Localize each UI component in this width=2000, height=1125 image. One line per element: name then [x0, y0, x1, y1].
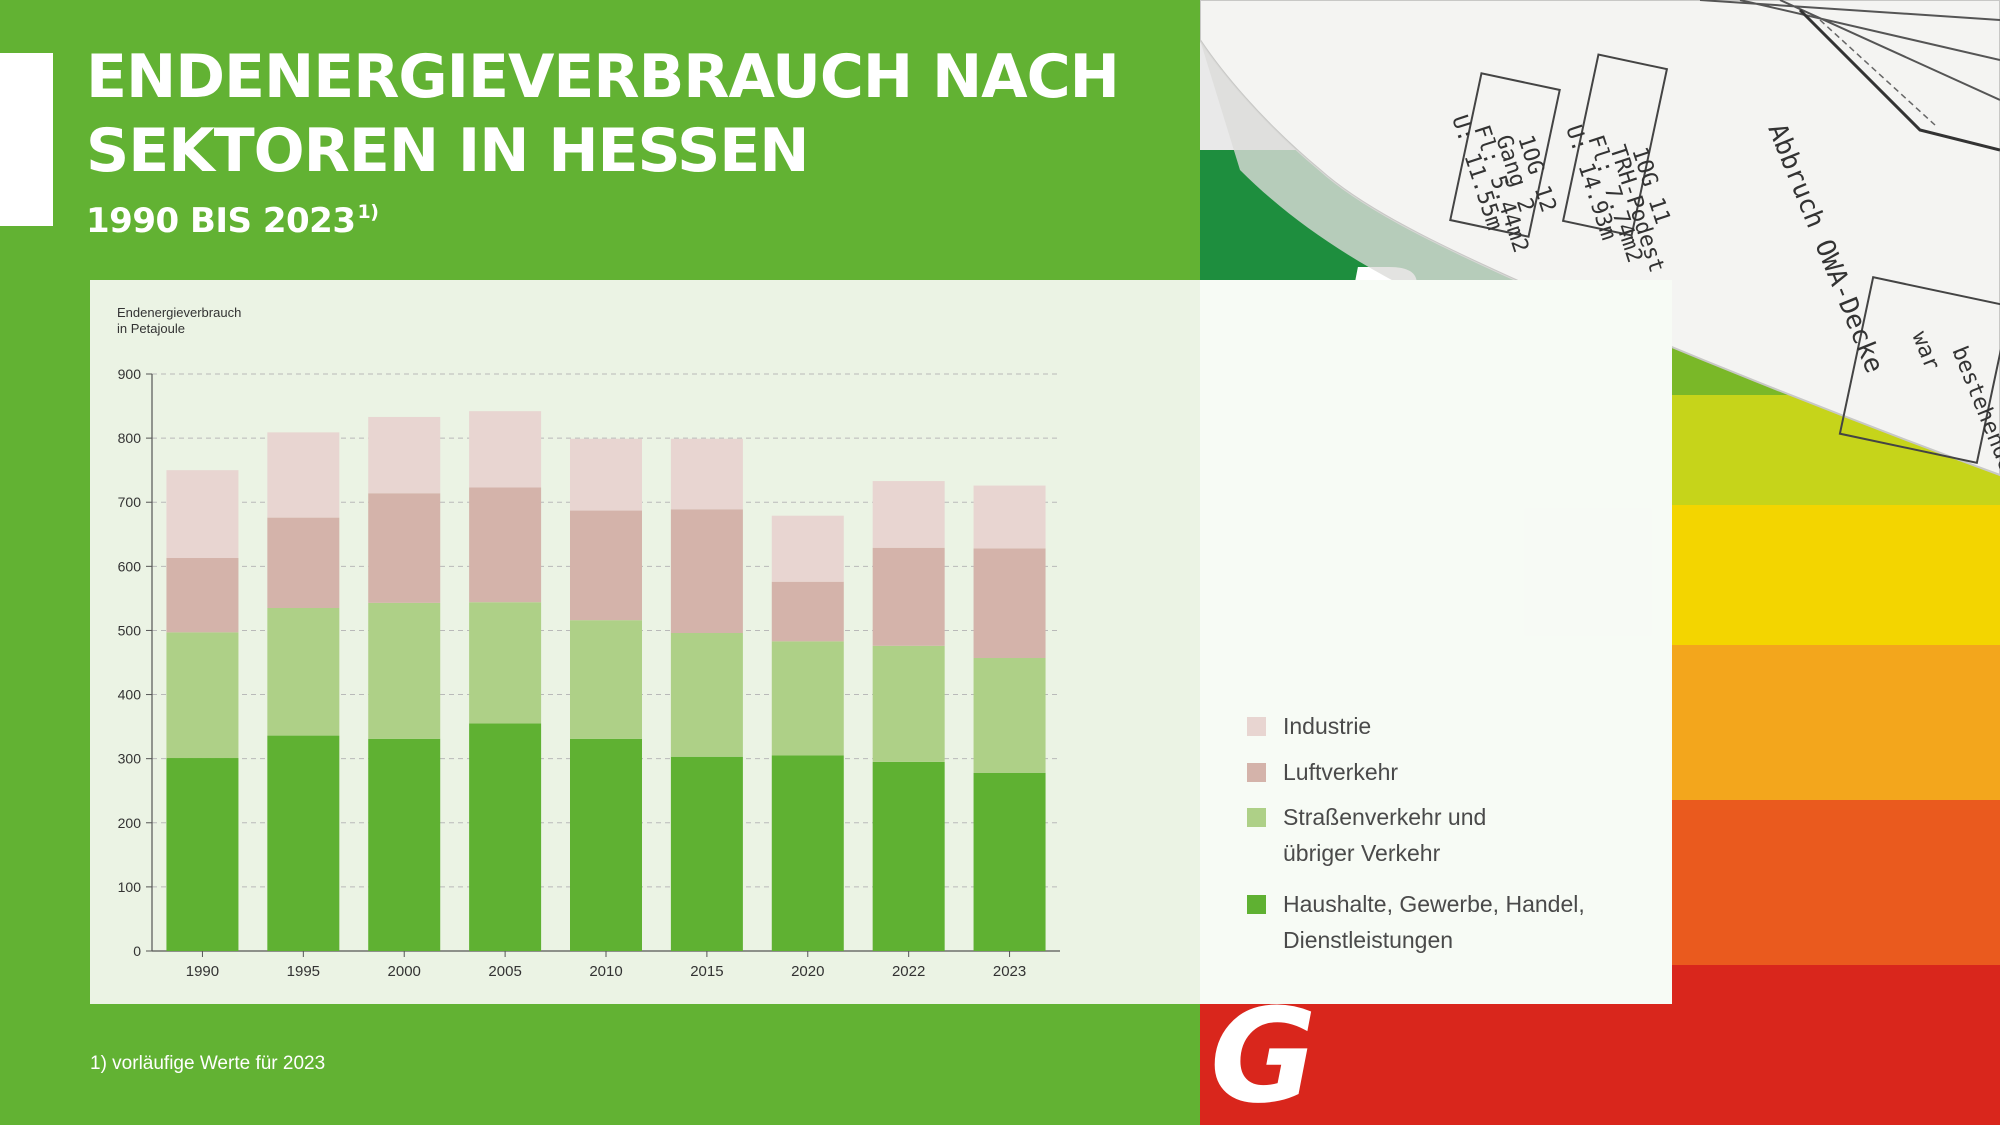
legend-swatch [1247, 895, 1266, 914]
bar-2010-series-4 [570, 438, 642, 511]
bar-2005-series-2 [469, 602, 542, 724]
bar-2022-series-1 [872, 761, 945, 951]
bar-2023-series-4 [973, 485, 1046, 549]
y-tick-label-500: 500 [118, 622, 142, 638]
x-tick-label-2010: 2010 [589, 963, 622, 980]
x-tick-label-2005: 2005 [488, 963, 521, 980]
legend-label: Straßenverkehr und übriger Verkehr [1283, 804, 1487, 866]
bar-2005-series-3 [469, 487, 542, 603]
title-line-1: ENDENERGIEVERBRAUCH NACH [86, 42, 1120, 112]
bar-1990-series-3 [166, 557, 239, 633]
bar-2010-series-1 [570, 738, 642, 951]
page-subtitle: 1990 BIS 2023 1) [86, 190, 379, 243]
x-tick-label-1995: 1995 [287, 963, 320, 980]
chart-card: Endenergieverbrauch in Petajoule 0 100 200… [90, 280, 1672, 1004]
legend-swatch [1247, 717, 1266, 736]
y-tick-label-300: 300 [118, 751, 142, 767]
y-tick-label-800: 800 [118, 430, 142, 446]
bar-2023-series-2 [973, 658, 1046, 773]
energy-letter-g: G [1210, 980, 1317, 1125]
stacked-bar-chart: 0 100 200 300 400 500 600 700 800 900 1990 1995 2000… [118, 366, 1060, 980]
bar-1995-series-4 [267, 432, 340, 518]
y-tick-label-200: 200 [118, 815, 142, 831]
bar-1990-series-4 [166, 470, 239, 558]
bar-2000-series-2 [368, 602, 441, 739]
subtitle-footnote-mark: 1) [357, 201, 379, 223]
white-accent-tab [0, 53, 53, 226]
bar-2020-series-3 [771, 581, 844, 642]
x-tick-label-2015: 2015 [690, 963, 723, 980]
bar-1990-series-2 [166, 632, 239, 759]
x-tick-label-2000: 2000 [388, 963, 421, 980]
bar-2022-series-4 [872, 481, 945, 548]
bar-2022-series-3 [872, 547, 945, 646]
legend-label: Haushalte, Gewerbe, Handel, Dienstleistun… [1283, 891, 1585, 953]
y-tick-label-700: 700 [118, 494, 142, 510]
chart-card-fade-overlay [1200, 280, 1672, 1004]
bar-1995-series-3 [267, 517, 340, 609]
legend-label: Industrie [1283, 713, 1372, 739]
y-tick-label-900: 900 [118, 366, 142, 382]
bar-2015-series-2 [670, 633, 743, 757]
blueprint-paper-roll: 1OG 12 Gang 2 Fl: 5.44m2 U: 11.55m 1OG 1… [1200, 0, 2000, 477]
bar-2015-series-1 [670, 756, 743, 951]
bar-2015-series-3 [670, 509, 743, 634]
bar-2023-series-1 [973, 772, 1046, 951]
bar-2020-series-1 [771, 755, 844, 951]
bar-2000-series-4 [368, 416, 441, 494]
subtitle-text: 1990 BIS 2023 [86, 201, 356, 241]
bar-2020-series-4 [771, 515, 844, 582]
y-axis-title: Endenergieverbrauch in Petajoule [117, 305, 241, 337]
bar-1990-series-1 [166, 758, 239, 951]
bar-2010-series-3 [570, 510, 642, 621]
bar-2015-series-4 [670, 438, 743, 510]
y-tick-label-400: 400 [118, 687, 142, 703]
footnote: 1) vorläufige Werte für 2023 [90, 1053, 326, 1074]
y-tick-label-600: 600 [118, 558, 142, 574]
bar-2023-series-3 [973, 548, 1046, 659]
bar-2005-series-1 [469, 723, 542, 951]
y-axis-title-line-1: Endenergieverbrauch [117, 305, 242, 320]
bar-2000-series-3 [368, 493, 441, 603]
x-tick-label-2023: 2023 [993, 963, 1026, 980]
legend-swatch [1247, 808, 1266, 827]
bar-2022-series-2 [872, 645, 945, 762]
x-tick-label-2022: 2022 [892, 963, 925, 980]
legend-swatch [1247, 763, 1266, 782]
bar-1995-series-1 [267, 735, 340, 951]
y-tick-label-100: 100 [118, 879, 142, 895]
y-tick-label-0: 0 [133, 943, 141, 959]
bar-2010-series-2 [570, 620, 642, 739]
title-line-2: SEKTOREN IN HESSEN [86, 116, 809, 186]
bar-2020-series-2 [771, 641, 844, 756]
x-tick-label-1990: 1990 [186, 963, 219, 980]
x-tick-label-2020: 2020 [791, 963, 824, 980]
bar-1995-series-2 [267, 608, 340, 736]
bar-2005-series-4 [469, 411, 542, 488]
page-title: ENDENERGIEVERBRAUCH NACH SEKTOREN IN HES… [86, 40, 1120, 188]
bar-2000-series-1 [368, 738, 441, 951]
legend-label: Luftverkehr [1283, 759, 1399, 785]
y-axis-title-line-2: in Petajoule [117, 321, 185, 336]
